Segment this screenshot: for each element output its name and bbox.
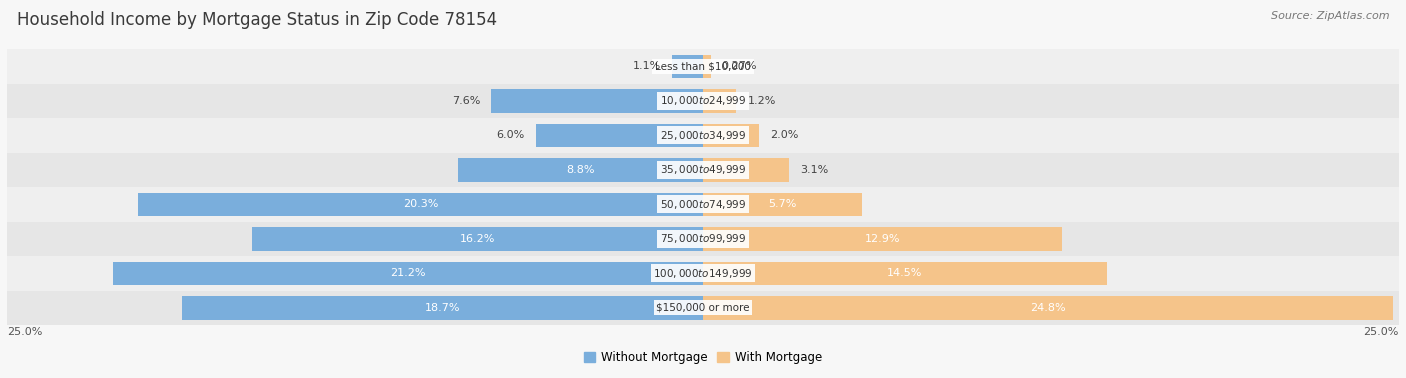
Text: $35,000 to $49,999: $35,000 to $49,999	[659, 163, 747, 177]
Bar	[703, 262, 1107, 285]
Bar	[703, 55, 710, 78]
Bar	[7, 256, 1399, 291]
Bar	[7, 222, 1399, 256]
Text: 25.0%: 25.0%	[1364, 327, 1399, 337]
Bar	[536, 124, 703, 147]
Bar	[672, 55, 703, 78]
Text: 25.0%: 25.0%	[7, 327, 42, 337]
Text: 20.3%: 20.3%	[402, 199, 439, 209]
Text: 18.7%: 18.7%	[425, 303, 460, 313]
Text: 21.2%: 21.2%	[389, 268, 426, 278]
Text: $10,000 to $24,999: $10,000 to $24,999	[659, 94, 747, 107]
Text: Household Income by Mortgage Status in Zip Code 78154: Household Income by Mortgage Status in Z…	[17, 11, 496, 29]
Text: 6.0%: 6.0%	[496, 130, 524, 140]
Text: 2.0%: 2.0%	[770, 130, 799, 140]
Bar	[703, 89, 737, 113]
Text: $100,000 to $149,999: $100,000 to $149,999	[654, 267, 752, 280]
Text: $75,000 to $99,999: $75,000 to $99,999	[659, 232, 747, 245]
Text: Less than $10,000: Less than $10,000	[655, 61, 751, 71]
Bar	[703, 124, 759, 147]
Legend: Without Mortgage, With Mortgage: Without Mortgage, With Mortgage	[579, 346, 827, 369]
Bar	[7, 49, 1399, 84]
Bar	[703, 193, 862, 216]
Text: $50,000 to $74,999: $50,000 to $74,999	[659, 198, 747, 211]
Text: 24.8%: 24.8%	[1031, 303, 1066, 313]
Bar	[458, 158, 703, 181]
Text: 16.2%: 16.2%	[460, 234, 495, 244]
Bar	[7, 153, 1399, 187]
Bar	[7, 187, 1399, 222]
Text: 1.2%: 1.2%	[748, 96, 776, 106]
Text: 0.27%: 0.27%	[721, 61, 758, 71]
Text: 3.1%: 3.1%	[800, 165, 828, 175]
Bar	[492, 89, 703, 113]
Text: $25,000 to $34,999: $25,000 to $34,999	[659, 129, 747, 142]
Text: 7.6%: 7.6%	[451, 96, 481, 106]
Bar	[112, 262, 703, 285]
Text: 12.9%: 12.9%	[865, 234, 900, 244]
Text: 1.1%: 1.1%	[633, 61, 661, 71]
Bar	[703, 158, 789, 181]
Bar	[703, 296, 1393, 319]
Bar	[7, 84, 1399, 118]
Bar	[138, 193, 703, 216]
Bar	[7, 118, 1399, 153]
Bar	[252, 227, 703, 251]
Text: Source: ZipAtlas.com: Source: ZipAtlas.com	[1271, 11, 1389, 21]
Text: 5.7%: 5.7%	[768, 199, 797, 209]
Text: 8.8%: 8.8%	[567, 165, 595, 175]
Bar	[183, 296, 703, 319]
Text: $150,000 or more: $150,000 or more	[657, 303, 749, 313]
Text: 14.5%: 14.5%	[887, 268, 922, 278]
Bar	[7, 291, 1399, 325]
Bar	[703, 227, 1062, 251]
